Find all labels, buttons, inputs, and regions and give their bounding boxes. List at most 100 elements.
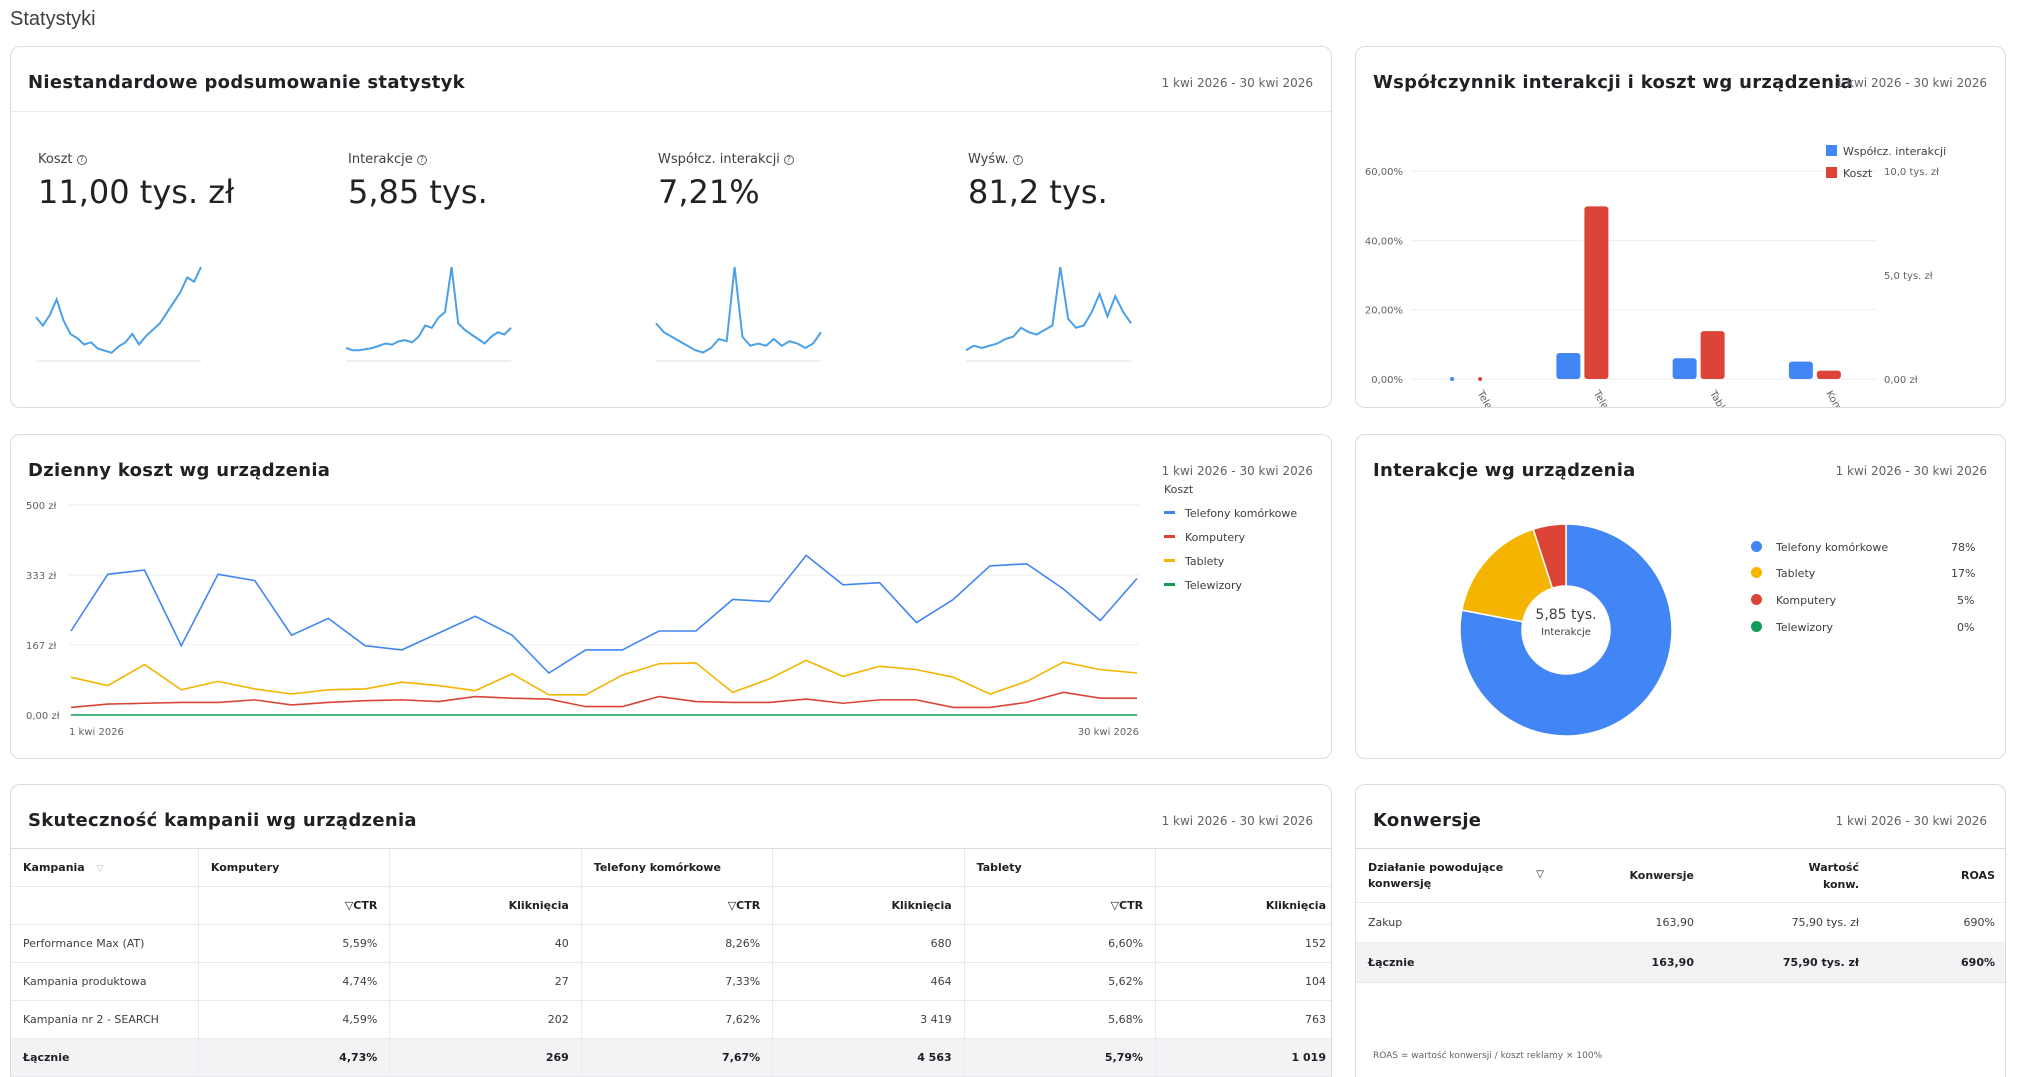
help-icon[interactable]: ? (783, 155, 794, 165)
table-row[interactable]: Zakup 163,90 75,90 tys. zł 690% (1356, 902, 2005, 943)
legend-swatch (1751, 567, 1762, 578)
metric-value: 11,00 tys. zł (38, 173, 235, 211)
column-header-action[interactable]: Działanie powodujące konwersję ▽ (1356, 848, 1556, 903)
column-header-ctr[interactable]: ▽CTR (197, 886, 390, 925)
sparkline (345, 266, 512, 362)
legend-item[interactable]: Telewizory (1164, 579, 1242, 592)
column-header-clicks[interactable]: Kliknięcia (389, 886, 582, 925)
metric-label: Wyśw. (968, 152, 1009, 167)
campaign-table-card: Skuteczność kampanii wg urządzenia 1 kwi… (10, 784, 1332, 1077)
y-tick-label: 333 zł (26, 571, 57, 582)
pie-chart-date-range[interactable]: 1 kwi 2026 - 30 kwi 2026 (1835, 464, 1987, 478)
help-icon[interactable]: ? (416, 155, 427, 165)
pie-chart-title: Interakcje wg urządzenia (1373, 460, 1636, 481)
legend-pct: 17% (1951, 567, 1976, 580)
device-bar-card: Współczynnik interakcji i koszt wg urząd… (1355, 46, 2006, 408)
legend-item[interactable]: Komputery (1751, 594, 1836, 607)
table-row[interactable]: Performance Max (AT) 5,59% 40 8,26% 680 … (11, 924, 1331, 963)
campaign-table-title: Skuteczność kampanii wg urządzenia (28, 810, 417, 831)
legend-title: Koszt (1164, 483, 1194, 496)
bar (1478, 377, 1483, 381)
column-header-clicks[interactable]: Kliknięcia (1155, 886, 1331, 925)
column-header-ctr[interactable]: ▽CTR (580, 886, 773, 925)
series-line (70, 554, 1138, 675)
x-tick-label: Komputery (1823, 389, 1860, 408)
pie-slice (1460, 528, 1554, 623)
legend-item[interactable]: Telewizory (1751, 621, 1833, 634)
x-tick-label: Telewizory (1474, 388, 1510, 408)
help-icon[interactable]: ? (76, 155, 87, 165)
bar (1450, 377, 1455, 381)
summary-date-range[interactable]: 1 kwi 2026 - 30 kwi 2026 (1161, 76, 1313, 90)
column-header-roas[interactable]: ROAS (1871, 848, 2005, 903)
summary-title: Niestandardowe podsumowanie statystyk (28, 72, 465, 93)
column-header-campaign[interactable]: Kampania ▽ (11, 848, 199, 887)
legend-swatch (1164, 559, 1175, 562)
legend-swatch (1751, 541, 1762, 552)
table-row[interactable]: Kampania produktowa 4,74% 27 7,33% 464 5… (11, 962, 1331, 1001)
legend-swatch (1751, 621, 1762, 632)
legend-item[interactable]: Komputery (1164, 531, 1245, 544)
metric-cost[interactable]: Koszt? 11,00 tys. zł (38, 152, 298, 211)
conversions-title: Konwersje (1373, 810, 1482, 831)
daily-cost-card: Dzienny koszt wg urządzenia 1 kwi 2026 -… (10, 434, 1332, 759)
bar (1788, 361, 1813, 379)
legend-item[interactable]: Współcz. interakcji (1826, 145, 1946, 158)
metric-interactions[interactable]: Interakcje? 5,85 tys. (348, 152, 608, 211)
column-group-mobile: Telefony komórkowe (580, 848, 773, 887)
sort-icon: ▽ (96, 864, 104, 874)
legend-pct: 5% (1957, 594, 1975, 607)
x-tick-label: Telefony k. (1590, 388, 1627, 408)
legend-swatch (1164, 583, 1175, 586)
roas-footnote: ROAS = wartość konwersji / koszt reklamy… (1373, 1051, 1603, 1061)
line-chart: 500 zł 333 zł 167 zł 0,00 zł 1 kwi 2026 30 kw… (26, 501, 1139, 738)
campaign-table-date-range[interactable]: 1 kwi 2026 - 30 kwi 2026 (1161, 814, 1313, 828)
column-header-value[interactable]: Wartość konw. (1706, 848, 1871, 903)
sparkline-path (655, 266, 822, 354)
sparkline (655, 266, 822, 362)
legend-item[interactable]: Telefony komórkowe (1751, 541, 1888, 554)
metric-impressions[interactable]: Wyśw.? 81,2 tys. (968, 152, 1228, 211)
sparkline (965, 266, 1132, 362)
campaign-name: Kampania produktowa (11, 962, 199, 1001)
column-header-clicks[interactable]: Kliknięcia (772, 886, 965, 925)
help-icon[interactable]: ? (1012, 155, 1023, 165)
line-chart-date-range[interactable]: 1 kwi 2026 - 30 kwi 2026 (1161, 464, 1313, 478)
column-header-ctr[interactable]: ▽CTR (963, 886, 1156, 925)
legend-item[interactable]: Telefony komórkowe (1164, 507, 1297, 520)
pie-center-value: 5,85 tys. (1535, 607, 1597, 623)
y-tick-label: 60,00% (1365, 167, 1403, 178)
legend-swatch (1751, 594, 1762, 605)
legend-item[interactable]: Tablety (1164, 555, 1224, 568)
x-tick-label: Tablety (1707, 388, 1735, 408)
y-tick-label: 20,00% (1365, 306, 1403, 317)
metric-interaction-rate[interactable]: Współcz. interakcji? 7,21% (658, 152, 918, 211)
column-group-computers: Komputery (197, 848, 390, 887)
table-row[interactable]: Kampania nr 2 - SEARCH 4,59% 202 7,62% 3… (11, 1000, 1331, 1039)
sparkline (35, 266, 202, 362)
donut-chart (1459, 523, 1673, 737)
interactions-pie-card: Interakcje wg urządzenia 1 kwi 2026 - 30… (1355, 434, 2006, 759)
bar (1584, 206, 1609, 379)
bar-chart-date-range[interactable]: 1 kwi 2026 - 30 kwi 2026 (1835, 76, 1987, 90)
series-line (70, 659, 1138, 696)
total-label: Łącznie (11, 1038, 199, 1077)
pie-slice (1532, 523, 1567, 590)
metric-value: 81,2 tys. (968, 173, 1108, 211)
legend-item[interactable]: Koszt (1826, 167, 1872, 180)
metric-label: Koszt (38, 152, 73, 167)
pie-center-label: Interakcje (1541, 627, 1591, 638)
bar (1672, 358, 1697, 379)
y-tick-label: 0,00% (1371, 375, 1403, 386)
sparkline-path (35, 266, 202, 354)
legend-item[interactable]: Tablety (1751, 567, 1815, 580)
y2-tick-label: 10,0 tys. zł (1884, 167, 1939, 178)
legend-swatch (1164, 535, 1175, 538)
column-header-conversions[interactable]: Konwersje (1556, 848, 1706, 903)
legend-swatch (1826, 145, 1837, 156)
conversions-date-range[interactable]: 1 kwi 2026 - 30 kwi 2026 (1835, 814, 1987, 828)
table-total-row: Łącznie 4,73% 269 7,67% 4 563 5,79% 1 01… (11, 1038, 1331, 1077)
divider (11, 111, 1331, 112)
page-title: Statystyki (10, 8, 96, 30)
series-line (70, 691, 1137, 709)
